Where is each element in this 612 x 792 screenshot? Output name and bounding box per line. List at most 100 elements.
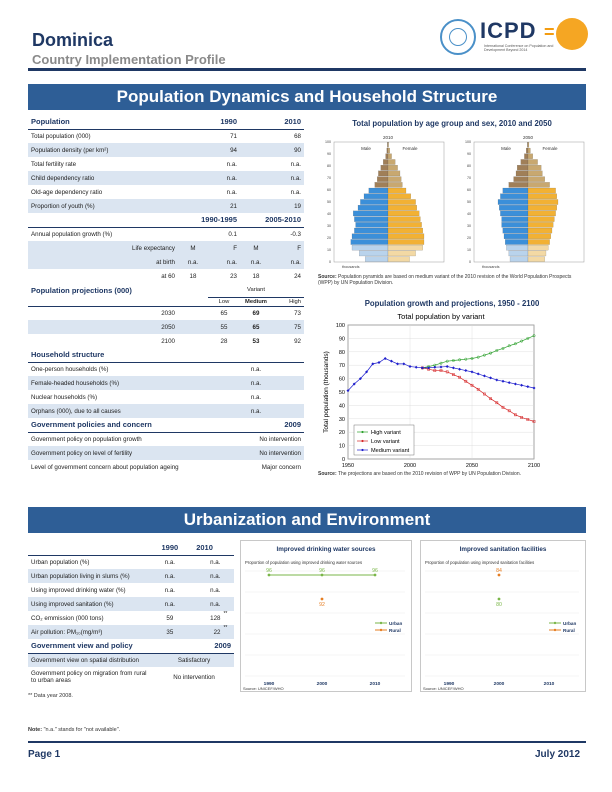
footnote-mark: **	[223, 611, 228, 617]
table-cell	[240, 171, 272, 185]
data-point	[458, 358, 462, 362]
thousands-label: thousands	[342, 265, 360, 269]
row-label: Female-headed households (%)	[28, 376, 178, 390]
table-row: Proportion of youth (%) 21 19	[28, 199, 304, 213]
year-heading: 1990	[154, 541, 186, 556]
data-label: 96	[372, 568, 378, 574]
profile-subtitle: Country Implementation Profile	[32, 52, 226, 67]
data-point	[452, 373, 455, 376]
urban-row: Air pollution: PM₁₀(mg/m³) 35 22 **	[28, 625, 234, 639]
row-label: CO₂ emmission (000 tons)	[31, 614, 104, 622]
age-tick-label: 100	[325, 140, 331, 144]
table-cell: 73	[294, 309, 301, 317]
female-bar	[387, 199, 416, 205]
male-bar	[517, 165, 529, 171]
table-cell	[240, 115, 272, 130]
row-label: 2100	[161, 337, 175, 345]
data-point	[476, 387, 480, 391]
row-label: Total population (000)	[31, 132, 91, 140]
header-divider	[28, 68, 586, 71]
data-point	[408, 365, 412, 369]
row-label: Government policy on level of fertility	[28, 446, 208, 460]
data-point	[464, 379, 468, 383]
section-population-title: Population Dynamics and Household Struct…	[28, 84, 586, 110]
table-cell: 0.1	[228, 230, 237, 238]
table-cell: M	[240, 241, 272, 255]
table-cell	[240, 143, 272, 157]
table-row: Child dependency ratio n.a. n.a.	[28, 171, 304, 185]
data-point	[445, 365, 449, 369]
data-label: 96	[319, 568, 325, 574]
footnote-mark	[223, 583, 234, 597]
table-cell: 69	[252, 309, 260, 317]
male-bar	[377, 176, 389, 182]
icpd-logo: ICPD	[480, 18, 537, 43]
data-point	[267, 573, 271, 577]
female-bar	[387, 170, 401, 177]
data-point	[483, 392, 486, 396]
data-point	[464, 357, 468, 361]
female-bar	[387, 239, 425, 245]
legend-marker	[553, 621, 557, 625]
female-bar	[387, 250, 416, 257]
data-point	[489, 351, 493, 355]
year-heading: 2010	[272, 115, 304, 130]
water-chart: Improved drinking water sources Proportio…	[243, 546, 405, 691]
projection-row: 2050 55 65 75	[28, 320, 304, 334]
row-label: at birth	[28, 255, 178, 269]
female-bar	[527, 199, 559, 205]
age-tick-label: 80	[327, 164, 331, 168]
age-tick-label: 20	[327, 236, 331, 240]
male-bar	[520, 159, 529, 165]
table-cell: n.a.	[164, 558, 176, 566]
row-label: Urban population living in slums (%)	[28, 569, 155, 583]
x-tick-label: 2000	[404, 463, 416, 469]
data-point	[482, 374, 486, 378]
urban-policy-header-row: Government view and policy 2009	[28, 639, 234, 654]
female-bar	[527, 165, 542, 171]
pyramid-year-label: 2010	[383, 135, 394, 140]
male-bar	[526, 147, 529, 154]
table-cell: n.a.	[208, 376, 304, 390]
male-bar	[383, 159, 389, 165]
data-point	[495, 349, 499, 352]
x-tick-label: 2100	[528, 463, 540, 469]
table-cell: 59	[166, 614, 174, 622]
female-bar	[387, 153, 392, 159]
x-tick-label: 1950	[342, 463, 354, 469]
table-cell	[178, 390, 208, 404]
male-bar	[502, 227, 529, 234]
female-bar	[387, 147, 390, 154]
data-point	[501, 379, 505, 383]
female-bar	[387, 233, 425, 239]
female-bar	[527, 245, 549, 251]
table-cell: n.a.	[208, 255, 240, 269]
table-cell: Satisfactory	[154, 653, 234, 667]
data-point	[451, 366, 455, 370]
y-tick-label: 60	[339, 377, 345, 383]
data-point	[433, 365, 437, 369]
male-label: Male	[361, 146, 371, 151]
table-cell: 65	[240, 320, 272, 334]
age-tick-label: 40	[327, 212, 331, 216]
growth-source: Source: The projections are based on the…	[318, 471, 522, 477]
data-point	[476, 372, 480, 376]
row-label: Government policy on population growth	[31, 435, 142, 443]
data-point	[427, 366, 431, 370]
table-cell: M	[178, 241, 208, 255]
growth-chart-title: Population growth and projections, 1950 …	[364, 299, 540, 308]
data-point	[495, 401, 499, 405]
female-bar	[387, 182, 403, 188]
data-point	[526, 418, 530, 421]
table-cell: F	[208, 241, 240, 255]
table-cell	[178, 320, 208, 334]
female-bar	[387, 216, 421, 222]
y-tick-label: 100	[336, 323, 345, 329]
table-cell	[178, 334, 208, 348]
data-point	[433, 369, 437, 372]
data-point	[377, 361, 381, 365]
data-point	[396, 362, 400, 366]
section-heading: Household structure	[28, 348, 304, 363]
legend-marker	[361, 430, 364, 434]
female-bar	[527, 256, 545, 262]
